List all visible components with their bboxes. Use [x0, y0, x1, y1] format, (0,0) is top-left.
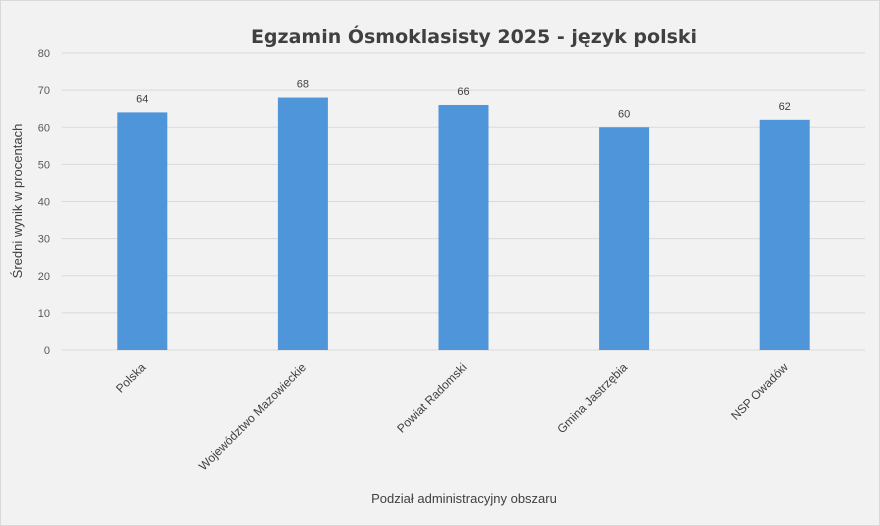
y-tick-label: 10	[38, 308, 50, 320]
x-axis-title: Podział administracyjny obszaru	[371, 491, 557, 506]
x-tick-label: Powiat Radomski	[394, 360, 469, 435]
data-label: 60	[618, 108, 630, 120]
data-labels: 64 68 66 60 62	[136, 79, 791, 121]
chart-title: Egzamin Ósmoklasisty 2025 - język polski	[251, 24, 697, 48]
data-label: 64	[136, 93, 148, 105]
y-tick-label: 40	[38, 197, 50, 209]
x-tick-label: Gmina Jastrzębia	[554, 360, 630, 436]
data-label: 62	[779, 101, 791, 113]
y-tick-label: 60	[38, 122, 50, 134]
bars	[117, 97, 810, 351]
bar	[117, 112, 168, 351]
y-axis-ticks: 0 10 20 30 40 50 60 70 80	[38, 48, 50, 357]
x-tick-label: Województwo Mazowieckie	[196, 360, 309, 473]
bar	[438, 104, 489, 350]
x-axis-categories: Polska Województwo Mazowieckie Powiat Rado…	[113, 360, 791, 473]
bar	[599, 127, 650, 350]
bar	[277, 97, 328, 350]
y-tick-label: 30	[38, 234, 50, 246]
y-tick-label: 50	[38, 159, 50, 171]
y-tick-label: 80	[38, 48, 50, 60]
y-tick-label: 0	[44, 345, 50, 357]
y-axis-title: Średni wynik w procentach	[10, 124, 25, 279]
x-tick-label: NSP Owadów	[728, 360, 791, 423]
data-label: 66	[457, 86, 469, 98]
x-tick-label: Polska	[113, 360, 149, 396]
y-tick-label: 20	[38, 271, 50, 283]
data-label: 68	[297, 79, 309, 91]
bar	[759, 119, 810, 350]
y-tick-label: 70	[38, 85, 50, 97]
